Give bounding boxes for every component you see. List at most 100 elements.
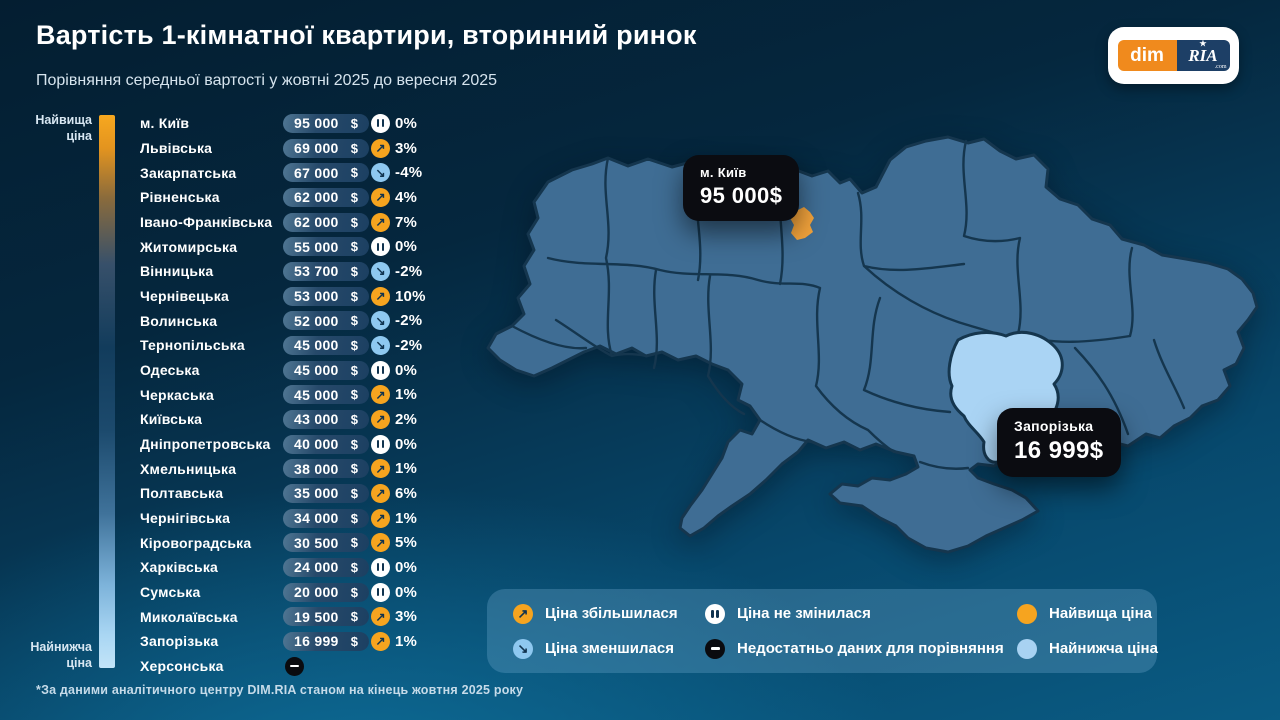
currency-symbol: $	[350, 535, 358, 551]
page-subtitle: Порівняння середньої вартості у жовтні 2…	[36, 72, 498, 89]
price-pill: 38 000 $	[283, 459, 369, 479]
region-row: Чернігівська 34 000 $ ↗ 1%	[140, 506, 433, 531]
region-name: Тернопільська	[140, 337, 245, 354]
trend-up-icon: ↗	[371, 212, 390, 232]
price-value: 52 000	[294, 312, 339, 329]
legend-label: Найнижча ціна	[1049, 640, 1158, 657]
price-value: 38 000	[294, 460, 339, 477]
currency-symbol: $	[350, 387, 358, 403]
price-unchanged-icon	[371, 434, 390, 454]
trend-up-icon: ↗	[513, 603, 533, 624]
region-row: Львівська 69 000 $ ↗ 3%	[140, 136, 433, 161]
currency-symbol: $	[350, 214, 358, 230]
trend-up-icon: ↗	[371, 385, 390, 405]
currency-symbol: $	[350, 485, 358, 501]
currency-symbol: $	[350, 461, 358, 477]
callout-zaporizka-region: Запорізька	[1014, 418, 1094, 434]
price-pill: 19 500 $	[283, 607, 369, 627]
highest-price-dot-icon	[1017, 603, 1037, 624]
price-value: 69 000	[294, 140, 339, 156]
region-name: Житомирська	[140, 238, 238, 255]
price-pill: 24 000 $	[283, 557, 369, 577]
region-name: м. Київ	[140, 115, 190, 132]
legend-item: Недостатньо даних для порівняння	[705, 638, 1017, 659]
region-name: Полтавська	[140, 485, 224, 502]
price-pill: 43 000 $	[283, 409, 369, 429]
price-value: 45 000	[294, 362, 339, 379]
region-row: Херсонська	[140, 654, 433, 679]
price-value: 55 000	[294, 238, 339, 255]
legend-item: Найнижча ціна	[1017, 638, 1158, 659]
change-percent: 0%	[395, 583, 418, 601]
trend-up-icon: ↗	[371, 533, 390, 553]
region-row: Одеська 45 000 $ 0%	[140, 358, 433, 383]
region-row: м. Київ 95 000 $ 0%	[140, 111, 433, 136]
trend-up-icon: ↗	[371, 607, 390, 627]
region-name: Чернігівська	[140, 510, 231, 527]
region-row: Чернівецька 53 000 $ ↗ 10%	[140, 284, 433, 309]
dim-logo-text: dim	[1117, 40, 1177, 71]
price-value: 95 000	[294, 115, 339, 132]
currency-symbol: $	[350, 165, 358, 181]
currency-symbol: $	[350, 288, 358, 304]
no-data-icon	[285, 656, 304, 676]
price-pill: 45 000 $	[283, 360, 369, 380]
no-data-icon	[705, 638, 725, 659]
legend-label: Ціна зменшилася	[545, 640, 674, 657]
region-row: Київська 43 000 $ ↗ 2%	[140, 407, 433, 432]
price-pill: 53 700 $	[283, 261, 369, 281]
region-name: Харківська	[140, 559, 219, 576]
change-percent: 1%	[395, 386, 418, 404]
region-name: Закарпатська	[140, 164, 237, 181]
price-pill: 62 000 $	[283, 212, 369, 232]
price-pill: 45 000 $	[283, 385, 369, 405]
trend-up-icon: ↗	[371, 286, 390, 306]
dim-ria-logo-tiles: dim ★ RIA .com	[1117, 39, 1230, 71]
dim-ria-logo: dim ★ RIA .com	[1108, 27, 1239, 84]
price-value: 40 000	[294, 436, 339, 453]
price-pill: 67 000 $	[283, 163, 369, 183]
ukraine-map	[486, 135, 1259, 554]
region-row: Житомирська 55 000 $ 0%	[140, 234, 433, 259]
ria-com-text: .com	[1214, 64, 1227, 70]
region-name: Дніпропетровська	[140, 436, 271, 453]
region-row: Кіровоградська 30 500 $ ↗ 5%	[140, 530, 433, 555]
trend-up-icon: ↗	[371, 483, 390, 503]
price-gradient-scale	[99, 115, 115, 668]
price-unchanged-icon	[371, 557, 390, 577]
legend-item: Ціна не змінилася	[705, 603, 1017, 624]
price-value: 19 500	[294, 608, 339, 625]
change-percent: -2%	[395, 312, 423, 330]
currency-symbol: $	[350, 140, 358, 156]
currency-symbol: $	[350, 313, 358, 329]
region-name: Миколаївська	[140, 608, 238, 625]
currency-symbol: $	[350, 115, 358, 131]
price-pill: 16 999 $	[283, 631, 369, 651]
kyiv-city-highlight	[790, 207, 814, 240]
trend-up-icon: ↗	[371, 459, 390, 479]
region-row: Запорізька 16 999 $ ↗ 1%	[140, 629, 433, 654]
ria-star-icon: ★	[1199, 39, 1207, 48]
price-pill: 62 000 $	[283, 187, 369, 207]
change-percent: 0%	[395, 558, 418, 576]
change-percent: 6%	[395, 484, 418, 502]
price-value: 24 000	[294, 559, 339, 576]
region-row: Волинська 52 000 $ ↘ -2%	[140, 308, 433, 333]
legend-item: Найвища ціна	[1017, 603, 1158, 624]
region-name: Вінницька	[140, 263, 214, 280]
price-value: 30 500	[294, 534, 339, 551]
lowest-price-dot-icon	[1017, 638, 1037, 659]
currency-symbol: $	[350, 510, 358, 526]
legend-label: Ціна збільшилася	[545, 605, 678, 622]
ria-logo-text: RIA	[1188, 45, 1218, 65]
change-percent: -2%	[395, 336, 423, 354]
callout-kyiv-region: м. Київ	[700, 165, 747, 180]
price-value: 43 000	[294, 411, 339, 428]
price-pill: 53 000 $	[283, 286, 369, 306]
price-pill: 30 500 $	[283, 533, 369, 553]
change-percent: 1%	[395, 509, 418, 527]
region-row: Рівненська 62 000 $ ↗ 4%	[140, 185, 433, 210]
region-row: Сумська 20 000 $ 0%	[140, 580, 433, 605]
region-row: Вінницька 53 700 $ ↘ -2%	[140, 259, 433, 284]
price-unchanged-icon	[371, 582, 390, 602]
